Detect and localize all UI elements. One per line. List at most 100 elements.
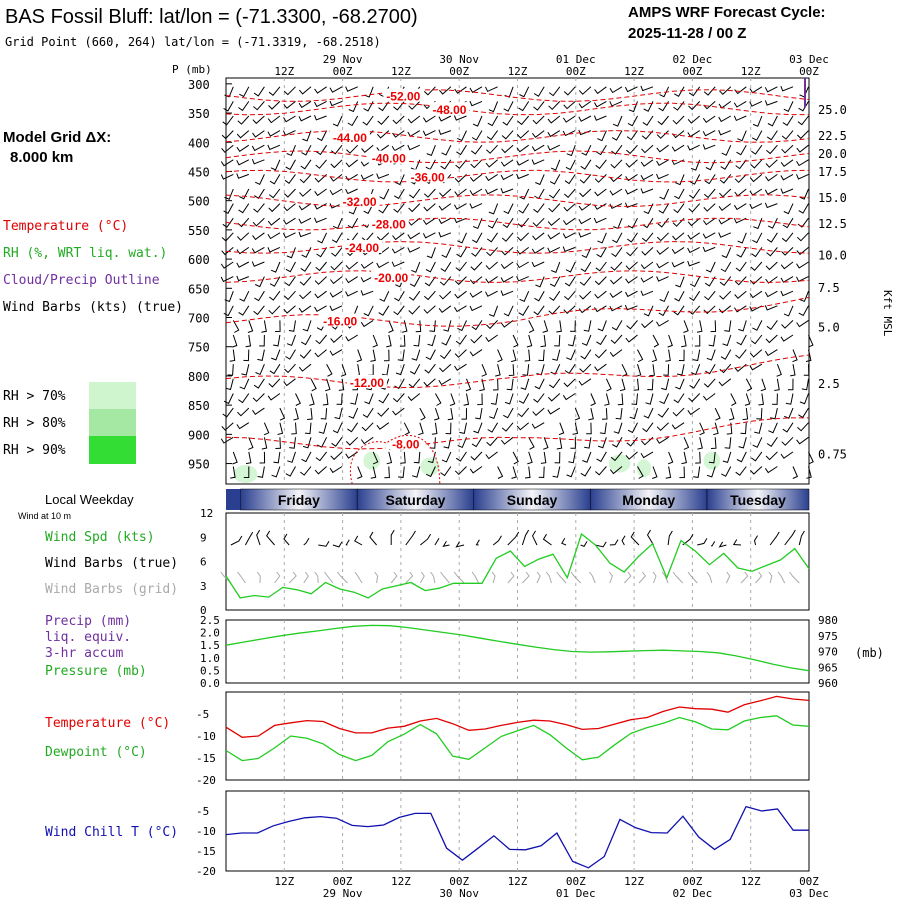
wind-barb xyxy=(594,363,607,372)
rh70-label: RH > 70% xyxy=(3,389,66,404)
wind-barb xyxy=(749,100,763,107)
contour-label-bg xyxy=(320,313,361,327)
wind-barb xyxy=(408,101,421,110)
bottom-date-label: 03 Dec xyxy=(789,887,829,900)
precip-tick: 0.0 xyxy=(200,677,220,690)
wind-barb xyxy=(330,334,343,344)
wind-barb xyxy=(221,422,234,431)
wind-barb xyxy=(556,320,562,333)
wind-barb xyxy=(394,290,405,302)
wind-barb xyxy=(512,451,519,465)
wind-barb xyxy=(792,349,798,363)
wind-barb xyxy=(322,393,329,406)
wind-barb xyxy=(593,217,607,224)
top-time-label: 00Z xyxy=(799,65,819,78)
top-time-label: 12Z xyxy=(391,65,411,78)
wind-barb xyxy=(697,437,703,450)
wind-barb-grid xyxy=(430,571,436,584)
wind-barb xyxy=(635,364,642,377)
wind-barb xyxy=(316,247,328,258)
wind-barb xyxy=(470,334,483,344)
wind-barb xyxy=(314,217,327,223)
wind-barb xyxy=(687,232,700,240)
wind-barb xyxy=(588,407,594,421)
wind-barb xyxy=(737,130,747,142)
rh-shade xyxy=(363,451,381,470)
precip-tick: 0.5 xyxy=(200,664,220,677)
wind-barb xyxy=(453,305,467,313)
wind-barb xyxy=(438,305,452,313)
wind-barb xyxy=(236,159,250,166)
wind-barb xyxy=(230,466,236,479)
wind-barb xyxy=(469,86,483,93)
wind-barb xyxy=(633,378,640,391)
wind-barb xyxy=(533,305,545,316)
wind-barb xyxy=(392,407,405,416)
wind-barb-true xyxy=(507,531,520,546)
wind-barb xyxy=(772,393,778,405)
wind-barb xyxy=(518,393,530,404)
wind-barb xyxy=(298,115,312,122)
bottom-date-label: 02 Dec xyxy=(673,887,713,900)
wind-barb xyxy=(579,363,592,373)
bottom-time-label: 00Z xyxy=(333,875,353,888)
wind-barb xyxy=(613,422,623,434)
wind-barb xyxy=(766,437,778,447)
wind-barb xyxy=(667,451,674,465)
legend-wind-spd: Wind Spd (kts) xyxy=(45,530,155,545)
wind-barb-true xyxy=(354,535,363,546)
model-grid-value: 8.000 km xyxy=(10,149,73,166)
wind-barb xyxy=(456,144,467,156)
wind-barb-true xyxy=(646,529,654,546)
wind-barb xyxy=(471,437,483,448)
wind-barb xyxy=(360,173,374,180)
wind-barb xyxy=(675,378,685,390)
wind-barb xyxy=(284,174,296,185)
wind-barb xyxy=(659,291,670,303)
temperature-contour-label: -24.00 xyxy=(345,241,379,255)
time-axes: 12Z 12Z 00Z 00Z 12Z 12Z 00Z 00Z 12Z 12Z 00Z 00Z 12Z 1… xyxy=(274,53,829,900)
wind-barb xyxy=(532,115,545,125)
wind-barb xyxy=(271,349,281,361)
wind-barb xyxy=(391,261,405,268)
wind-barb xyxy=(284,276,296,287)
wind-barb xyxy=(490,393,499,405)
wind-barb xyxy=(641,144,654,154)
wind-barb xyxy=(656,247,669,255)
wind-barb-grid xyxy=(768,571,773,584)
wind-barb xyxy=(609,305,623,312)
wind-barb xyxy=(222,407,234,418)
wind-barb xyxy=(500,320,514,328)
wind-barb xyxy=(454,363,467,371)
wind-barb xyxy=(348,203,359,215)
wind-barb xyxy=(702,232,716,239)
wind-barb xyxy=(610,451,623,462)
wind-barb xyxy=(532,130,545,139)
wind-barb xyxy=(500,290,514,296)
wind-barb xyxy=(441,451,452,463)
wind-barb xyxy=(687,407,700,416)
wind-barb xyxy=(538,349,545,362)
temperature-contour-label: -48.00 xyxy=(432,103,466,117)
wind-barb xyxy=(550,159,561,171)
top-date-label: 29 Nov xyxy=(323,53,363,66)
wind-barb xyxy=(409,290,421,301)
wind-barb xyxy=(454,466,467,476)
wind-barb-true xyxy=(718,541,727,548)
wind-barb xyxy=(485,334,498,343)
wind-barb xyxy=(378,203,390,214)
wind-barb xyxy=(704,290,716,301)
wind-barb xyxy=(485,261,498,270)
weekday-monday: Monday xyxy=(622,492,675,508)
wind-barb xyxy=(687,260,700,267)
wind-barb xyxy=(314,466,327,475)
wind-barb xyxy=(516,422,530,431)
wind-barb xyxy=(267,130,281,137)
wind-barb xyxy=(584,437,592,449)
wind-barb xyxy=(679,466,685,479)
pressure-tick: 960 xyxy=(818,677,838,690)
wind-barb xyxy=(579,174,592,184)
wind-barb-true xyxy=(434,537,440,546)
wind-barb xyxy=(254,188,265,199)
